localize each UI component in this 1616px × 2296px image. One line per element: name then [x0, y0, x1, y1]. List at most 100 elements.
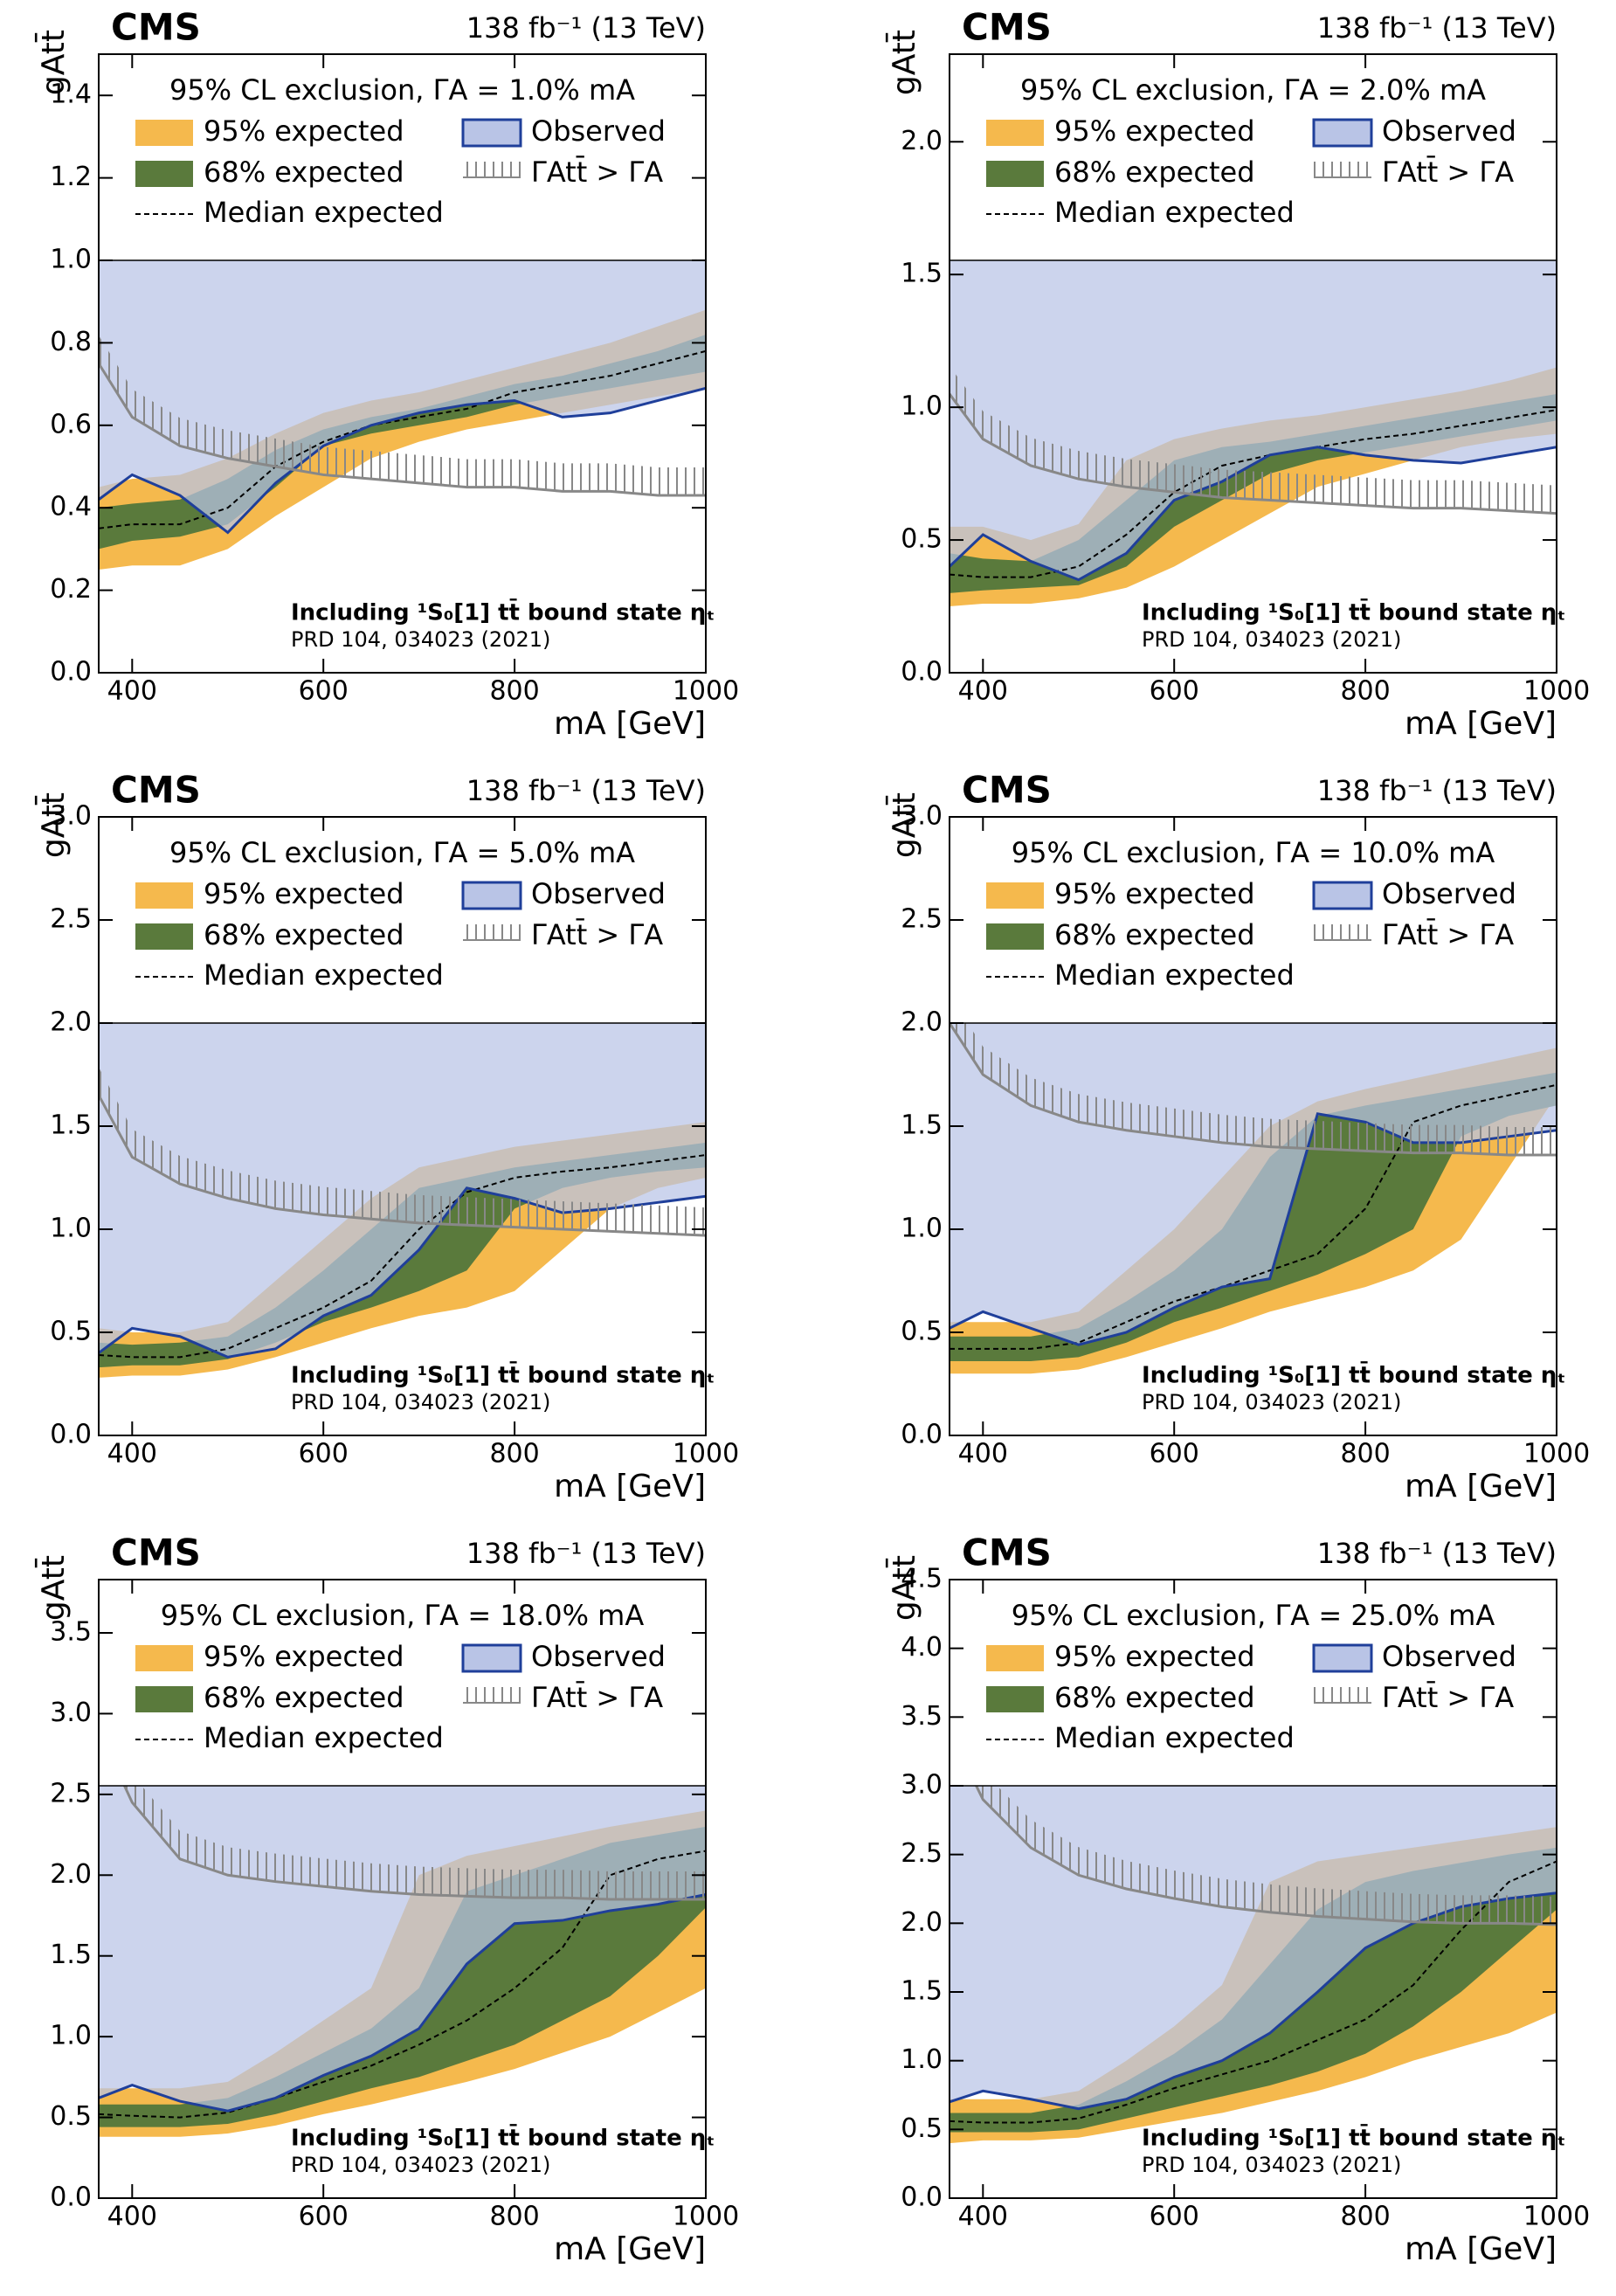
x-tick-label: 800	[1340, 676, 1390, 707]
y-tick-label: 2.0	[901, 1007, 943, 1038]
cms-label: CMS	[111, 1532, 201, 1574]
cms-label: CMS	[962, 769, 1052, 812]
legend-box	[98, 53, 707, 261]
lumi-label: 138 fb⁻¹ (13 TeV)	[1317, 774, 1557, 807]
y-axis-label: gAtt̄	[34, 30, 72, 95]
y-tick-label: 0.6	[50, 409, 92, 439]
y-tick-label: 1.0	[50, 2021, 92, 2051]
y-tick-label: 2.5	[50, 1778, 92, 1808]
legend-swatch	[986, 1686, 1044, 1712]
y-tick-label: 2.5	[50, 904, 92, 935]
y-tick-label: 0.0	[901, 657, 943, 688]
legend-swatch	[135, 161, 193, 187]
annotation: PRD 104, 034023 (2021)	[1142, 1390, 1401, 1414]
legend-label: 95% expected	[204, 877, 404, 910]
y-tick-label: 1.0	[901, 1214, 943, 1244]
median-line	[950, 1083, 1557, 1350]
y-tick-label: 0.5	[901, 1317, 943, 1347]
x-tick-label: 400	[107, 2202, 157, 2232]
axes-frame	[98, 53, 707, 674]
x-tick-label: 1000	[673, 2202, 739, 2232]
y-tick-label: 0.4	[50, 492, 92, 522]
legend-swatch	[461, 881, 522, 910]
width-line	[950, 393, 1557, 515]
x-tick-label: 400	[958, 676, 1008, 707]
y-tick-label: 3.0	[50, 1698, 92, 1728]
legend-label: 95% expected	[1054, 1640, 1255, 1673]
y-tick-label: 2.0	[50, 1007, 92, 1038]
legend-swatch	[986, 161, 1044, 187]
legend-label: Observed	[531, 1640, 666, 1673]
legend-label: Median expected	[1054, 958, 1295, 992]
legend-label: 95% expected	[204, 114, 404, 148]
legend-label: 95% expected	[204, 1640, 404, 1673]
x-axis-label: mA [GeV]	[554, 2231, 706, 2267]
annotation: Including ¹S₀[1] tt̄ bound state ηₜ	[1142, 598, 1565, 626]
lumi-label: 138 fb⁻¹ (13 TeV)	[1317, 1537, 1557, 1570]
y-tick-label: 2.5	[901, 904, 943, 935]
axes-frame	[98, 1579, 707, 2199]
y-axis-label: gAtt̄	[885, 792, 922, 858]
annotation: PRD 104, 034023 (2021)	[1142, 2153, 1401, 2177]
legend-label: Observed	[1382, 877, 1516, 910]
x-tick-label: 1000	[673, 1439, 739, 1470]
panel: 95% CL exclusion, ΓA = 1.0% mA 95% expect…	[34, 6, 739, 743]
legend-swatch	[461, 118, 522, 148]
width-hatch	[950, 365, 1557, 514]
width-hatch	[99, 335, 706, 496]
median-line	[950, 409, 1557, 578]
legend-title: 95% CL exclusion, ΓA = 18.0% mA	[161, 1599, 645, 1632]
x-axis-label: mA [GeV]	[1405, 2231, 1557, 2267]
y-tick-label: 3.5	[901, 1701, 943, 1732]
y-tick-label: 1.5	[901, 1110, 943, 1141]
panel: 95% CL exclusion, ΓA = 25.0% mA 95% expec…	[885, 1532, 1590, 2268]
y-axis-label: gAtt̄	[885, 30, 922, 95]
legend-label: ΓAtt̄ > ΓA	[1382, 1680, 1514, 1714]
legend-swatch	[986, 923, 1044, 950]
annotation: Including ¹S₀[1] tt̄ bound state ηₜ	[291, 2123, 715, 2152]
annotation: Including ¹S₀[1] tt̄ bound state ηₜ	[291, 1360, 715, 1389]
legend-label: 95% expected	[1054, 114, 1255, 148]
median-line	[99, 349, 706, 529]
y-tick-label: 3.0	[901, 1770, 943, 1801]
panel: 95% CL exclusion, ΓA = 2.0% mA 95% expect…	[885, 6, 1590, 743]
y-tick-label: 2.5	[901, 1838, 943, 1869]
legend-label: Median expected	[204, 196, 444, 229]
panel: 95% CL exclusion, ΓA = 18.0% mA 95% expec…	[34, 1532, 739, 2268]
legend-swatch	[1314, 924, 1371, 940]
cms-label: CMS	[111, 6, 201, 49]
observed-line	[99, 386, 706, 535]
y-tick-label: 0.5	[901, 524, 943, 555]
x-tick-label: 600	[1150, 676, 1199, 707]
legend-swatch	[461, 1643, 522, 1673]
y-tick-label: 0.5	[50, 1317, 92, 1347]
y-axis-label: gAtt̄	[34, 1555, 72, 1621]
observed-region	[99, 260, 706, 533]
x-tick-label: 600	[1150, 1439, 1199, 1470]
annotation: Including ¹S₀[1] tt̄ bound state ηₜ	[1142, 2123, 1565, 2152]
legend-swatch	[135, 120, 193, 146]
x-tick-label: 1000	[1523, 2202, 1590, 2232]
observed-line	[99, 1892, 706, 2113]
x-axis-label: mA [GeV]	[1405, 706, 1557, 742]
x-tick-label: 800	[489, 676, 539, 707]
y-tick-label: 1.5	[901, 259, 943, 289]
legend-label: 68% expected	[1054, 1681, 1255, 1714]
lumi-label: 138 fb⁻¹ (13 TeV)	[466, 774, 706, 807]
width-hatch	[99, 1067, 706, 1236]
width-hatch	[99, 1701, 706, 1900]
axes-frame	[949, 53, 1557, 674]
y-tick-label: 3.0	[901, 801, 943, 832]
width-hatch	[950, 1703, 1557, 1925]
y-tick-label: 1.5	[50, 1110, 92, 1141]
cms-label: CMS	[962, 1532, 1052, 1574]
y-tick-label: 4.0	[901, 1632, 943, 1663]
lumi-label: 138 fb⁻¹ (13 TeV)	[466, 1537, 706, 1570]
width-line	[99, 1729, 706, 1901]
legend-label: 95% expected	[1054, 877, 1255, 910]
annotation: PRD 104, 034023 (2021)	[1142, 627, 1401, 652]
legend-swatch	[463, 162, 521, 177]
legend-label: Observed	[1382, 114, 1516, 148]
legend-swatch	[1312, 881, 1373, 910]
legend-title: 95% CL exclusion, ΓA = 5.0% mA	[169, 836, 635, 869]
